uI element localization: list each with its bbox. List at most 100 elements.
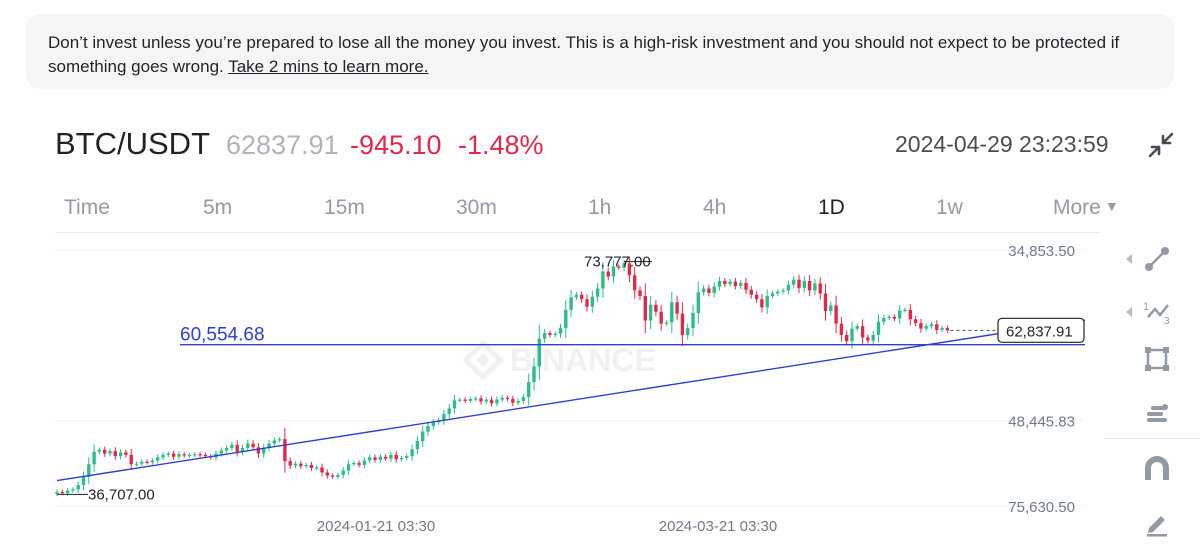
trend-line-tool[interactable] (1120, 240, 1190, 280)
candle-body (60, 491, 64, 494)
candle-body (198, 454, 202, 456)
expand-arrow-icon[interactable] (1126, 254, 1132, 264)
y-axis-label: 48,445.83 (1008, 414, 1075, 431)
candle-body (680, 313, 685, 335)
candle-body (664, 322, 669, 324)
candle-body (929, 324, 934, 327)
candle-body (362, 460, 367, 465)
candle-body (701, 288, 706, 293)
tab-time[interactable]: Time (64, 196, 110, 219)
candle-body (373, 457, 377, 460)
candle-body (823, 293, 828, 312)
candle-body (92, 451, 96, 465)
learn-more-link[interactable]: Take 2 mins to learn more. (228, 57, 429, 76)
tab-15m[interactable]: 15m (324, 196, 365, 219)
candle-body (876, 321, 881, 335)
candle-body (580, 294, 584, 300)
watermark-text: BINANCE (510, 342, 656, 378)
rectangle-tool[interactable] (1120, 340, 1190, 380)
candle-body (124, 452, 128, 455)
tab-1d[interactable]: 1D (818, 196, 845, 219)
candle-body (346, 464, 351, 471)
tab-4h[interactable]: 4h (703, 196, 727, 219)
tab-1w[interactable]: 1w (936, 196, 963, 219)
candle-body (330, 475, 335, 477)
candle-body (293, 463, 298, 466)
pencil-icon (1147, 516, 1167, 537)
tab-more-label: More (1053, 196, 1101, 219)
candle-body (500, 397, 504, 400)
candle-body (744, 282, 748, 290)
candle-body (553, 333, 557, 335)
candle-body (935, 324, 939, 330)
candle-body (166, 453, 170, 455)
candle-body (71, 489, 75, 491)
candle-body (834, 305, 838, 324)
x-axis-label: 2024-03-21 03:30 (659, 518, 777, 535)
candle-body (648, 304, 653, 321)
magnet-icon (1145, 456, 1169, 480)
candle-body (262, 447, 266, 454)
candle-body (617, 266, 621, 268)
candle-body (670, 302, 674, 323)
tab-more[interactable]: More ▼ (1053, 196, 1119, 220)
candle-body (717, 280, 722, 287)
candle-body (203, 454, 208, 457)
candle-body (871, 334, 875, 341)
candle-body (479, 398, 483, 402)
candle-body (728, 281, 732, 285)
watermark: BINANCE (462, 339, 656, 381)
candle-body (489, 399, 494, 404)
candle-body (426, 425, 430, 432)
candle-body (405, 456, 409, 458)
candle-body (606, 271, 610, 277)
candle-body (304, 464, 308, 467)
candle-body (590, 296, 594, 307)
chart-canvas[interactable]: BINANCE 60,554.68 62,837.91 73,777.00 36,70… (0, 234, 1100, 554)
candle-body (87, 464, 91, 477)
fibonacci-tool[interactable]: 1 3 (1120, 293, 1190, 333)
candle-body (447, 408, 451, 415)
candle-body (813, 283, 817, 291)
tab-5m[interactable]: 5m (203, 196, 233, 219)
candle-body (320, 467, 324, 473)
candle-body (887, 316, 891, 318)
candle-body (235, 444, 239, 452)
candle-body (792, 279, 796, 285)
candle-body (882, 317, 886, 322)
candle-body (256, 447, 261, 454)
candle-body (161, 454, 165, 458)
candle-body (383, 456, 388, 459)
candle-body (113, 451, 117, 457)
candle-body (850, 328, 854, 342)
candle-body (892, 316, 897, 319)
candle-body (336, 474, 340, 477)
tabs-divider (55, 232, 1100, 233)
price-chart[interactable]: BINANCE 60,554.68 62,837.91 73,777.00 36,70… (0, 234, 1100, 554)
svg-text:3: 3 (1164, 316, 1170, 327)
tab-1h[interactable]: 1h (588, 196, 612, 219)
candle-body (712, 286, 716, 293)
candle-body (224, 447, 229, 451)
pencil-tool[interactable] (1120, 504, 1190, 544)
candle-body (468, 398, 473, 401)
candle-body (601, 271, 605, 289)
candle-body (723, 280, 727, 285)
drawing-toolbar: 1 3 (1100, 234, 1200, 554)
y-axis-label: 34,853.50 (1008, 243, 1075, 260)
candles (55, 256, 950, 497)
collapse-icon[interactable] (1146, 130, 1176, 160)
candle-body (394, 454, 398, 460)
candle-body (855, 326, 859, 329)
candle-body (611, 266, 616, 277)
expand-arrow-icon[interactable] (1126, 307, 1132, 317)
tab-30m[interactable]: 30m (456, 196, 497, 219)
text-note-tool[interactable] (1120, 394, 1190, 434)
candle-body (797, 279, 801, 288)
candle-body (182, 454, 186, 456)
candle-body (633, 275, 637, 291)
magnet-tool[interactable] (1120, 450, 1190, 490)
candle-body (299, 463, 303, 467)
candle-body (829, 305, 833, 312)
candle-body (733, 281, 738, 286)
